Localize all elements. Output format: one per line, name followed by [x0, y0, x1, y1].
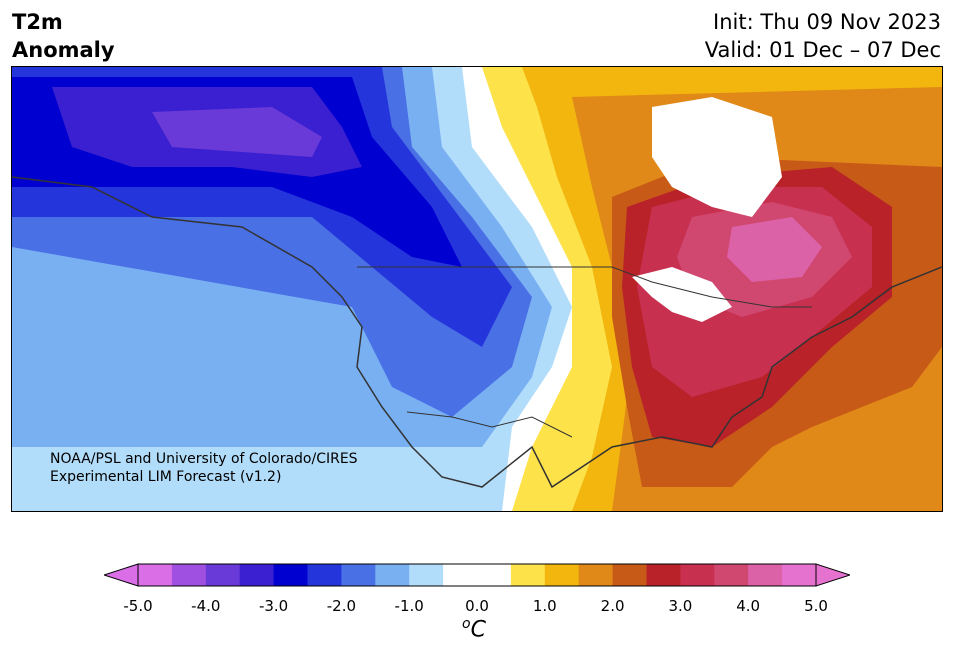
colorbar-cell [409, 564, 444, 586]
hudson-bay [652, 97, 782, 217]
colorbar [104, 563, 850, 587]
init-date: Init: Thu 09 Nov 2023 [713, 10, 941, 34]
colorbar-tick-label: -4.0 [191, 597, 221, 615]
colorbar-cell [273, 564, 308, 586]
anomaly-map: NOAA/PSL and University of Colorado/CIRE… [11, 66, 943, 512]
forecast-dates: Init: Thu 09 Nov 2023 Valid: 01 Dec – 07… [705, 8, 941, 64]
colorbar-tick-label: 0.0 [465, 597, 489, 615]
colorbar-tick-label: -2.0 [326, 597, 357, 615]
units-label: oC [462, 616, 486, 642]
colorbar-tick-label: -5.0 [123, 597, 153, 615]
colorbar-cell [680, 564, 715, 586]
us-mexico-border [406, 411, 573, 438]
colorbar-tick-label: -1.0 [394, 597, 424, 615]
valid-range: Valid: 01 Dec – 07 Dec [704, 38, 941, 62]
colorbar-cell [239, 564, 275, 586]
colorbar-outline [137, 563, 817, 587]
colorbar-cell [646, 564, 681, 586]
colorbar-cell [477, 564, 512, 586]
title-line-2: Anomaly [12, 38, 115, 62]
cold-region-3-5c [152, 107, 322, 157]
colorbar-cell [782, 564, 817, 586]
colorbar-cell [307, 564, 342, 586]
colorbar-extend-min [104, 563, 139, 587]
colorbar-cell [510, 564, 546, 586]
colorbar-cells [138, 564, 817, 586]
colorbar-tick-label: 1.0 [532, 597, 557, 615]
colorbar-cell [138, 564, 173, 586]
credit-line-2: Experimental LIM Forecast (v1.2) [50, 469, 282, 485]
colorbar-cell [578, 564, 614, 586]
colorbar-cell [205, 564, 241, 586]
units-text: C [470, 617, 486, 643]
colorbar-cell [544, 564, 580, 586]
credit-line-1: NOAA/PSL and University of Colorado/CIRE… [50, 451, 358, 467]
colorbar-cell [171, 564, 207, 586]
colorbar-tick-label: 5.0 [804, 597, 828, 615]
colorbar-cell [612, 564, 647, 586]
great-lakes [632, 267, 732, 322]
colorbar-tick-label: 2.0 [600, 597, 625, 615]
title-line-1: T2m [12, 10, 63, 34]
colorbar-cell [341, 564, 376, 586]
data-credit: NOAA/PSL and University of Colorado/CIRE… [50, 450, 358, 486]
colorbar-tick-label: 4.0 [736, 597, 761, 615]
degree-symbol: o [462, 616, 471, 632]
colorbar-cell [714, 564, 749, 586]
coastline [12, 176, 942, 489]
colorbar-cell [375, 564, 410, 586]
colorbar-tick-label: -3.0 [258, 597, 289, 615]
map-title: T2m Anomaly [12, 8, 115, 64]
warm-region-4-5c [727, 217, 822, 282]
colorbar-tick-label: 3.0 [668, 597, 693, 615]
canada-us-border [357, 266, 812, 308]
map-canvas [12, 67, 942, 511]
colorbar-extend-max [815, 563, 850, 587]
colorbar-cell [748, 564, 783, 586]
colorbar-cell [443, 564, 478, 586]
